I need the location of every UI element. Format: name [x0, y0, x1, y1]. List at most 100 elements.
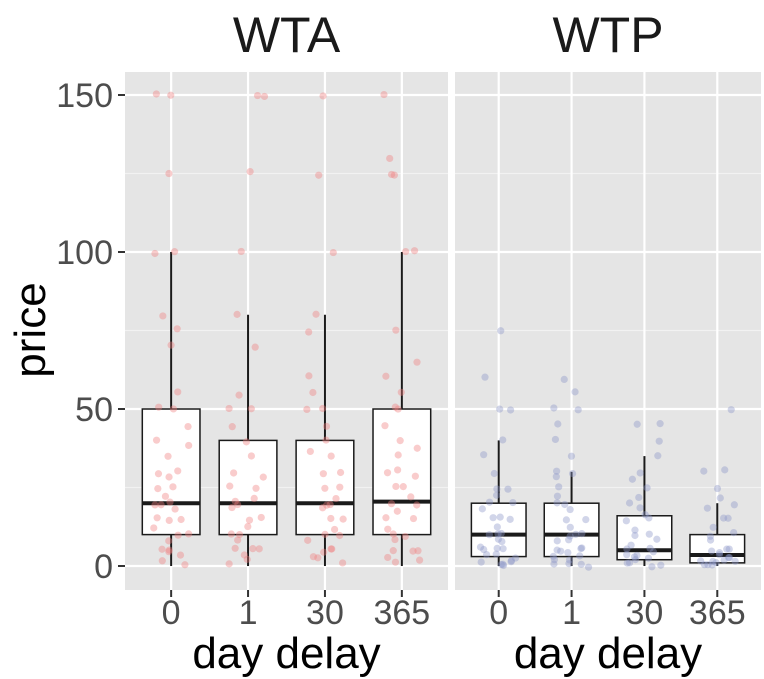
data-point: [648, 563, 656, 571]
data-point: [489, 514, 497, 522]
data-point: [233, 310, 241, 318]
data-point: [566, 532, 574, 540]
data-point: [584, 563, 593, 571]
data-point: [715, 549, 724, 557]
data-point: [562, 516, 570, 524]
data-point: [480, 451, 488, 459]
data-point: [511, 554, 520, 562]
data-point: [235, 391, 243, 399]
data-point: [231, 497, 239, 505]
box: [470, 502, 527, 558]
data-point: [655, 437, 663, 445]
data-point: [234, 500, 242, 509]
data-point: [251, 343, 259, 351]
data-point: [496, 513, 504, 521]
data-point: [723, 545, 731, 553]
data-point: [552, 473, 560, 481]
data-point: [553, 499, 561, 507]
data-point: [312, 310, 320, 318]
data-point: [151, 249, 159, 258]
data-point: [322, 436, 330, 444]
data-point: [633, 420, 641, 428]
data-point: [633, 551, 641, 560]
y-tick-label: 50: [75, 391, 113, 429]
data-point: [553, 537, 561, 545]
data-point: [507, 558, 515, 566]
data-point: [151, 501, 159, 509]
x-axis-title: day delay: [192, 629, 380, 678]
box: [616, 515, 673, 561]
data-point: [399, 483, 407, 491]
data-point: [566, 505, 574, 514]
data-point: [329, 248, 337, 257]
data-point: [390, 171, 398, 179]
data-point: [492, 550, 500, 558]
data-point: [413, 444, 421, 452]
data-point: [169, 405, 178, 413]
data-point: [553, 546, 561, 554]
data-point: [551, 435, 560, 444]
data-point: [161, 492, 170, 500]
data-point: [247, 452, 256, 460]
data-point: [565, 536, 573, 544]
data-point: [576, 552, 584, 560]
data-point: [631, 531, 639, 540]
data-point: [257, 513, 265, 522]
data-point: [720, 556, 728, 564]
data-point: [499, 436, 507, 444]
data-point: [339, 515, 347, 523]
data-point: [392, 482, 400, 491]
box: [295, 439, 355, 536]
data-point: [407, 493, 415, 501]
data-point: [165, 548, 173, 556]
data-point: [152, 436, 161, 444]
data-point: [706, 532, 715, 540]
data-point: [243, 555, 251, 563]
data-point: [245, 516, 254, 524]
data-point: [730, 529, 738, 537]
data-point: [225, 404, 233, 413]
data-point: [226, 482, 234, 490]
facet-title: WTP: [552, 7, 663, 63]
data-point: [309, 388, 317, 397]
data-point: [636, 504, 644, 512]
data-point: [382, 372, 390, 380]
data-point: [549, 552, 557, 560]
data-point: [380, 90, 388, 99]
data-point: [623, 551, 631, 559]
data-point: [382, 514, 390, 522]
data-point: [185, 530, 193, 538]
data-point: [550, 556, 559, 564]
data-point: [176, 551, 185, 559]
data-point: [582, 515, 590, 524]
data-point: [150, 524, 158, 532]
data-point: [565, 560, 573, 568]
data-point: [328, 545, 336, 553]
data-point: [174, 467, 182, 475]
data-point: [332, 494, 340, 503]
data-point: [397, 388, 405, 396]
data-point: [414, 547, 422, 555]
data-point: [494, 530, 502, 538]
data-point: [185, 441, 193, 450]
data-point: [568, 469, 577, 478]
x-tick-label: 365: [373, 594, 430, 632]
data-point: [566, 523, 574, 531]
data-point: [721, 466, 729, 474]
data-point: [173, 325, 181, 333]
data-point: [496, 405, 504, 413]
data-point: [169, 483, 177, 491]
data-point: [305, 328, 313, 336]
data-point: [416, 556, 424, 564]
data-point: [485, 531, 493, 539]
data-point: [320, 548, 328, 556]
data-point: [396, 437, 404, 445]
data-point: [493, 544, 501, 552]
data-point: [709, 557, 717, 566]
data-point: [625, 559, 634, 567]
data-point: [326, 500, 334, 509]
x-tick-label: 30: [306, 594, 344, 632]
data-point: [330, 525, 339, 534]
data-point: [703, 504, 712, 512]
